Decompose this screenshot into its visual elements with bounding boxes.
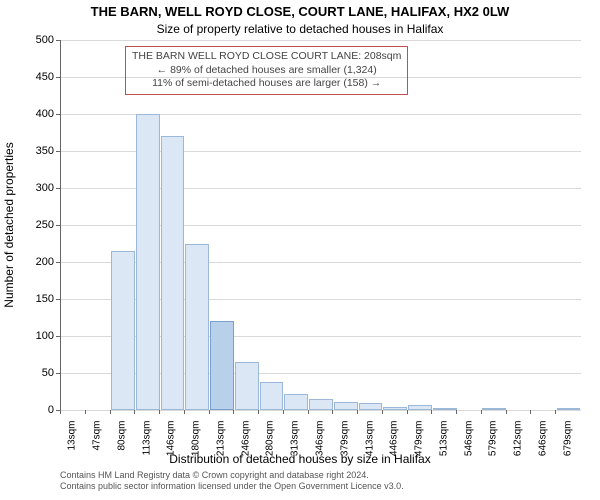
bar — [185, 244, 209, 411]
x-tick-label: 180sqm — [191, 421, 202, 481]
bar — [408, 405, 432, 410]
footer-text: Contains HM Land Registry data © Crown c… — [60, 470, 404, 492]
footer-line: Contains HM Land Registry data © Crown c… — [60, 470, 404, 481]
y-axis-label: Number of detached properties — [2, 60, 16, 225]
x-tick-label: 146sqm — [166, 421, 177, 481]
y-tick-label: 150 — [14, 293, 54, 305]
x-tick-label: 546sqm — [463, 421, 474, 481]
x-tick-label: 479sqm — [414, 421, 425, 481]
x-tick-mark — [258, 410, 259, 414]
x-tick-label: 47sqm — [92, 421, 103, 481]
x-tick-mark — [184, 410, 185, 414]
x-tick-label: 413sqm — [364, 421, 375, 481]
y-tick-mark — [56, 336, 60, 337]
x-tick-mark — [382, 410, 383, 414]
y-tick-label: 500 — [14, 34, 54, 46]
x-tick-label: 280sqm — [265, 421, 276, 481]
x-tick-label: 646sqm — [537, 421, 548, 481]
bar — [284, 394, 308, 410]
bar — [235, 362, 259, 410]
x-tick-mark — [530, 410, 531, 414]
x-tick-mark — [555, 410, 556, 414]
annotation-box: THE BARN WELL ROYD CLOSE COURT LANE: 208… — [125, 46, 408, 95]
bar — [210, 321, 234, 410]
bar — [111, 251, 135, 410]
x-tick-mark — [357, 410, 358, 414]
x-tick-mark — [431, 410, 432, 414]
x-tick-mark — [506, 410, 507, 414]
bar — [557, 408, 581, 410]
bar — [260, 382, 284, 410]
chart-container: THE BARN, WELL ROYD CLOSE, COURT LANE, H… — [0, 0, 600, 500]
y-tick-label: 200 — [14, 256, 54, 268]
y-tick-label: 100 — [14, 330, 54, 342]
y-tick-mark — [56, 77, 60, 78]
x-tick-label: 313sqm — [290, 421, 301, 481]
x-tick-mark — [134, 410, 135, 414]
bar — [433, 408, 457, 410]
x-tick-mark — [209, 410, 210, 414]
y-tick-mark — [56, 188, 60, 189]
y-tick-label: 300 — [14, 182, 54, 194]
x-tick-mark — [407, 410, 408, 414]
bar — [359, 403, 383, 410]
annotation-line: 11% of semi-detached houses are larger (… — [132, 77, 401, 91]
x-tick-mark — [481, 410, 482, 414]
x-tick-label: 13sqm — [67, 421, 78, 481]
x-tick-mark — [60, 410, 61, 414]
x-tick-label: 679sqm — [562, 421, 573, 481]
x-tick-mark — [159, 410, 160, 414]
x-tick-label: 80sqm — [116, 421, 127, 481]
y-tick-mark — [56, 262, 60, 263]
x-tick-label: 213sqm — [215, 421, 226, 481]
bar — [334, 402, 358, 410]
annotation-line: THE BARN WELL ROYD CLOSE COURT LANE: 208… — [132, 50, 401, 64]
chart-subtitle: Size of property relative to detached ho… — [0, 22, 600, 36]
gridline — [61, 40, 581, 41]
x-tick-mark — [85, 410, 86, 414]
y-tick-label: 450 — [14, 71, 54, 83]
x-tick-label: 612sqm — [513, 421, 524, 481]
x-tick-label: 113sqm — [141, 421, 152, 481]
x-tick-mark — [308, 410, 309, 414]
y-tick-label: 350 — [14, 145, 54, 157]
x-tick-mark — [456, 410, 457, 414]
bar — [309, 399, 333, 410]
x-tick-mark — [283, 410, 284, 414]
x-tick-label: 379sqm — [339, 421, 350, 481]
y-tick-mark — [56, 151, 60, 152]
x-tick-label: 579sqm — [488, 421, 499, 481]
y-tick-label: 50 — [14, 367, 54, 379]
bar — [482, 408, 506, 410]
y-tick-label: 250 — [14, 219, 54, 231]
annotation-line: ← 89% of detached houses are smaller (1,… — [132, 64, 401, 78]
plot-area — [60, 40, 581, 411]
y-tick-mark — [56, 225, 60, 226]
x-tick-label: 246sqm — [240, 421, 251, 481]
chart-title: THE BARN, WELL ROYD CLOSE, COURT LANE, H… — [0, 4, 600, 19]
y-tick-mark — [56, 114, 60, 115]
x-tick-mark — [233, 410, 234, 414]
x-tick-mark — [110, 410, 111, 414]
bar — [383, 407, 407, 410]
y-tick-label: 400 — [14, 108, 54, 120]
y-tick-mark — [56, 299, 60, 300]
y-tick-mark — [56, 40, 60, 41]
footer-line: Contains public sector information licen… — [60, 481, 404, 492]
gridline — [61, 410, 581, 411]
x-tick-label: 346sqm — [315, 421, 326, 481]
x-tick-label: 513sqm — [438, 421, 449, 481]
bar — [161, 136, 185, 410]
x-tick-label: 446sqm — [389, 421, 400, 481]
x-tick-mark — [332, 410, 333, 414]
y-tick-mark — [56, 373, 60, 374]
bar — [136, 114, 160, 410]
y-tick-label: 0 — [14, 404, 54, 416]
